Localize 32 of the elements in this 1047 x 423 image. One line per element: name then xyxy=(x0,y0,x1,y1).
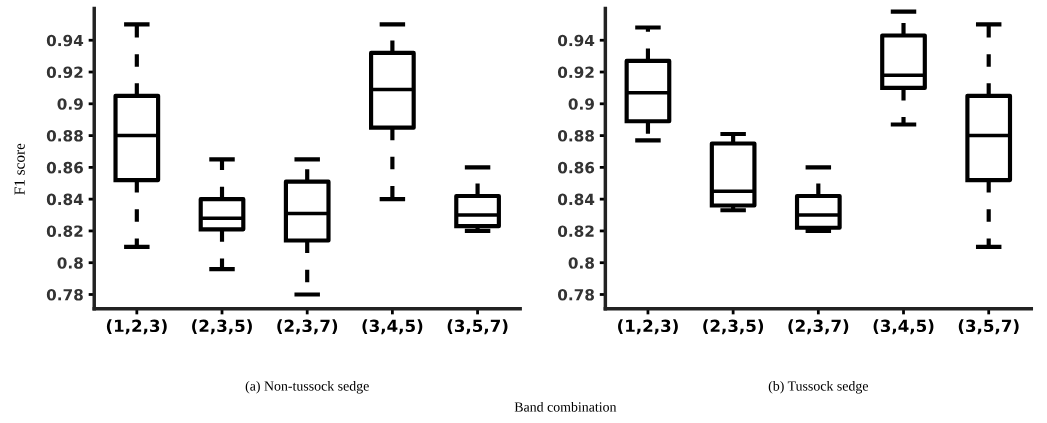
y-tick-label: 0.82 xyxy=(557,225,594,237)
x-tick-label: (2,3,5) xyxy=(703,319,764,335)
y-tick-label: 0.9 xyxy=(568,98,594,110)
x-tick-label: (2,3,7) xyxy=(277,319,338,335)
y-tick-label: 0.9 xyxy=(57,98,83,110)
y-tick-label: 0.92 xyxy=(557,66,594,79)
y-tick-label: 0.78 xyxy=(557,288,594,301)
x-tick-label: (1,2,3) xyxy=(618,319,678,335)
x-tick-label: (3,5,7) xyxy=(447,319,508,335)
y-tick-label: 0.8 xyxy=(57,257,83,269)
x-tick-label: (3,5,7) xyxy=(958,319,1019,335)
y-tick-label: 0.94 xyxy=(46,34,84,47)
y-tick-label: 0.94 xyxy=(557,34,595,47)
text: (a) Non-tussock sedge xyxy=(245,380,369,394)
x-tick-label: (3,4,5) xyxy=(362,319,423,335)
x-tick-label: (3,4,5) xyxy=(873,319,934,335)
x-axis-title: Band combination xyxy=(514,401,617,412)
y-tick-label: 0.78 xyxy=(46,288,83,301)
y-tick-label: 0.88 xyxy=(46,130,83,142)
y-tick-label: 0.92 xyxy=(46,66,83,79)
y-tick-label: 0.86 xyxy=(557,161,595,174)
y-tick-label: 0.86 xyxy=(46,161,83,174)
y-tick-label: 0.82 xyxy=(46,225,83,237)
x-tick-label: (2,3,7) xyxy=(788,319,849,335)
x-tick-label: (1,2,3) xyxy=(106,319,167,335)
y-axis-title: F1 score xyxy=(14,143,25,195)
y-tick-label: 0.8 xyxy=(568,257,594,269)
x-tick-label: (2,3,5) xyxy=(192,319,252,335)
y-tick-label: 0.84 xyxy=(46,193,84,206)
y-tick-label: 0.88 xyxy=(557,130,594,142)
text: (b) Tussock sedge xyxy=(768,380,869,394)
y-tick-label: 0.84 xyxy=(557,193,595,206)
